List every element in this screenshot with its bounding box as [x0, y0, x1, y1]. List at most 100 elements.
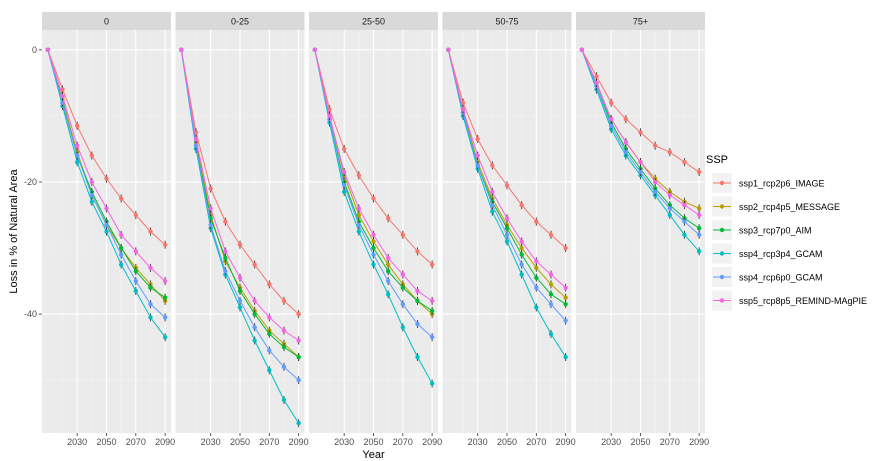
data-point [429, 298, 435, 304]
data-point [400, 285, 406, 290]
data-point [356, 173, 362, 178]
data-point [356, 212, 362, 218]
data-point [682, 219, 687, 224]
data-point [519, 202, 524, 208]
x-axis-title: Year [362, 449, 385, 461]
data-point [415, 288, 420, 294]
data-point [490, 209, 495, 214]
data-point [504, 239, 510, 244]
data-point [104, 206, 109, 211]
data-point [296, 311, 301, 317]
legend-item: ssp5_rcp8p5_REMIND-MAgPIE [712, 290, 867, 311]
legend-item: ssp1_rcp2p6_IMAGE [712, 173, 825, 193]
legend-item: ssp4_rcp6p0_GCAM [712, 267, 823, 287]
data-point [608, 100, 614, 105]
data-point [385, 216, 391, 221]
legend-label: ssp2_rcp4p5_MESSAGE [739, 202, 840, 212]
data-point [623, 116, 629, 122]
legend-key-point [719, 204, 725, 209]
data-point [534, 285, 539, 290]
legend-item: ssp4_rcp3p4_GCAM [712, 243, 823, 264]
data-point [252, 311, 257, 317]
data-point [223, 219, 228, 224]
data-point [237, 305, 243, 310]
data-point [490, 189, 495, 195]
data-point [534, 265, 539, 271]
data-point [252, 338, 257, 343]
data-point [356, 229, 362, 234]
data-point [548, 272, 554, 277]
data-point [341, 189, 347, 195]
data-point [267, 368, 272, 373]
data-point [371, 262, 376, 267]
data-point [415, 321, 420, 327]
data-point [89, 192, 95, 198]
data-point [162, 242, 168, 247]
data-point [400, 272, 406, 277]
data-point [548, 331, 554, 337]
data-point [371, 232, 376, 238]
data-point [281, 397, 287, 403]
data-point [415, 249, 420, 254]
data-point [534, 259, 539, 264]
x-tick-label: 2030 [334, 437, 354, 447]
data-point [475, 163, 480, 168]
y-tick-label: -40 [24, 309, 37, 319]
facet-panel: 50-75 2030 2050 2070 2090 [442, 12, 576, 447]
data-point [74, 153, 80, 158]
data-point [252, 325, 257, 330]
data-point [563, 318, 568, 323]
legend-key-point [719, 274, 725, 280]
x-tick-label: 2070 [259, 437, 279, 447]
x-tick-label: 2070 [526, 437, 546, 447]
data-point [519, 239, 524, 244]
data-point [89, 179, 95, 185]
data-point [296, 377, 301, 383]
data-point [475, 153, 480, 158]
facet-strip-label: 50-75 [495, 17, 518, 27]
data-point [74, 123, 80, 128]
data-point [60, 100, 65, 105]
data-point [548, 292, 554, 297]
x-tick-label: 2070 [126, 437, 146, 447]
x-tick-label: 2030 [201, 437, 221, 447]
data-point [60, 93, 65, 99]
data-point [548, 301, 554, 307]
data-point [548, 282, 554, 287]
facet-strip [175, 12, 305, 30]
x-tick-label: 2070 [660, 437, 680, 447]
data-point [237, 288, 243, 294]
data-point [519, 252, 524, 257]
data-point [490, 163, 495, 168]
data-point [104, 229, 109, 234]
x-tick-label: 2050 [497, 437, 517, 447]
data-point [371, 245, 376, 251]
data-point [133, 278, 139, 284]
data-point [563, 295, 568, 300]
data-point [74, 159, 80, 165]
data-point [148, 315, 153, 320]
data-point [400, 232, 406, 238]
legend-key-point [719, 227, 725, 233]
legend-label: ssp4_rcp3p4_GCAM [739, 249, 823, 259]
data-point [281, 344, 287, 350]
data-point [356, 206, 362, 211]
data-point [696, 206, 702, 211]
data-point [312, 47, 318, 53]
data-point [237, 242, 243, 247]
x-tick-label: 2090 [556, 437, 576, 447]
data-point [623, 150, 629, 155]
data-point [237, 298, 243, 304]
data-point [638, 169, 643, 175]
data-point [519, 262, 524, 267]
data-point [682, 159, 687, 165]
x-tick-label: 2090 [155, 437, 175, 447]
data-point [504, 183, 510, 188]
legend-items: ssp1_rcp2p6_IMAGE ssp2_rcp4p5_MESSAGE ssp3… [712, 173, 867, 311]
data-point [475, 136, 480, 142]
data-point [608, 123, 614, 128]
data-point [652, 179, 658, 185]
data-point [133, 288, 139, 294]
x-tick-label: 2070 [393, 437, 413, 447]
